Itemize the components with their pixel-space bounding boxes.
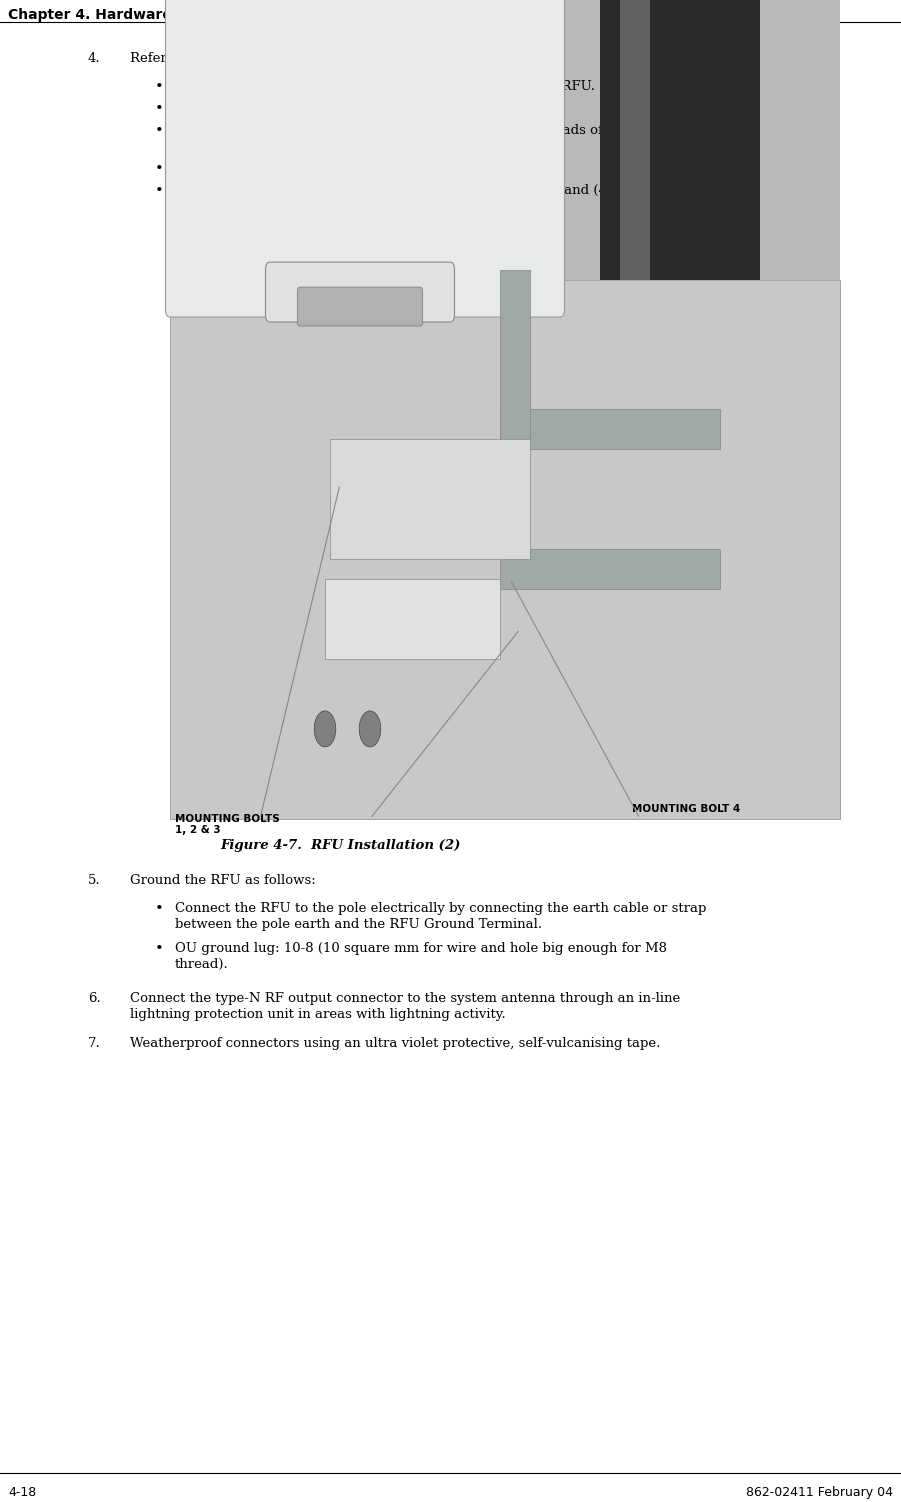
FancyBboxPatch shape	[600, 0, 760, 279]
FancyBboxPatch shape	[500, 410, 720, 449]
Text: Connect the type-N RF output connector to the system antenna through an in-line: Connect the type-N RF output connector t…	[130, 991, 680, 1005]
Text: Figure 4-7.  RFU Installation (2): Figure 4-7. RFU Installation (2)	[220, 838, 460, 852]
Text: Replace Mounting Bolt (4).: Replace Mounting Bolt (4).	[175, 162, 356, 174]
FancyBboxPatch shape	[297, 287, 423, 326]
Text: •: •	[155, 162, 164, 176]
Text: 4.: 4.	[88, 53, 101, 65]
FancyBboxPatch shape	[170, 279, 840, 819]
Text: MOUNTING BOLTS
1, 2 & 3: MOUNTING BOLTS 1, 2 & 3	[175, 814, 279, 835]
Text: Remove Mounting Bolt (4).: Remove Mounting Bolt (4).	[175, 102, 356, 114]
Text: Slide the RFU onto the Mounting Bracket so that the threads of the loosened: Slide the RFU onto the Mounting Bracket …	[175, 123, 692, 137]
FancyBboxPatch shape	[500, 269, 530, 449]
Text: 5.: 5.	[88, 874, 101, 886]
Circle shape	[359, 710, 381, 746]
FancyBboxPatch shape	[620, 0, 650, 279]
FancyBboxPatch shape	[166, 0, 565, 317]
Circle shape	[314, 710, 336, 746]
Text: Connect the RFU to the pole electrically by connecting the earth cable or strap: Connect the RFU to the pole electrically…	[175, 901, 706, 915]
Text: •: •	[155, 102, 164, 116]
Text: lightning protection unit in areas with lightning activity.: lightning protection unit in areas with …	[130, 1008, 505, 1020]
Text: 4-18: 4-18	[8, 1485, 36, 1499]
Text: 7.: 7.	[88, 1038, 101, 1050]
Text: thread).: thread).	[175, 958, 229, 970]
FancyBboxPatch shape	[170, 0, 840, 279]
Text: Weatherproof connectors using an ultra violet protective, self-vulcanising tape.: Weatherproof connectors using an ultra v…	[130, 1038, 660, 1050]
Text: 862-02411 February 04: 862-02411 February 04	[746, 1485, 893, 1499]
Text: •: •	[155, 942, 164, 955]
Text: 6.: 6.	[88, 991, 101, 1005]
FancyBboxPatch shape	[266, 263, 454, 321]
FancyBboxPatch shape	[325, 580, 500, 659]
Text: Loosen Mounting Bolts (1), (2) and (3) on the back of the RFU.: Loosen Mounting Bolts (1), (2) and (3) o…	[175, 80, 595, 93]
Text: bolts engage in the slotted holes in the Mounting Bracket.: bolts engage in the slotted holes in the…	[175, 140, 566, 153]
Text: •: •	[155, 901, 164, 916]
Text: MOUNTING BOLT 4: MOUNTING BOLT 4	[632, 804, 740, 814]
Text: Chapter 4. Hardware Installation: Chapter 4. Hardware Installation	[8, 8, 266, 23]
Text: Refer to Figure 4-7:: Refer to Figure 4-7:	[130, 53, 263, 65]
Text: •: •	[155, 183, 164, 198]
Text: •: •	[155, 123, 164, 138]
Text: between the pole earth and the RFU Ground Terminal.: between the pole earth and the RFU Groun…	[175, 918, 542, 931]
Text: Secure the RFU by tightening Mounting Bolts (1), (2), (3) and (4).: Secure the RFU by tightening Mounting Bo…	[175, 183, 616, 197]
Text: OU ground lug: 10-8 (10 square mm for wire and hole big enough for M8: OU ground lug: 10-8 (10 square mm for wi…	[175, 942, 667, 955]
FancyBboxPatch shape	[330, 440, 530, 559]
Text: •: •	[155, 80, 164, 95]
Text: Ground the RFU as follows:: Ground the RFU as follows:	[130, 874, 315, 886]
FancyBboxPatch shape	[500, 550, 720, 589]
